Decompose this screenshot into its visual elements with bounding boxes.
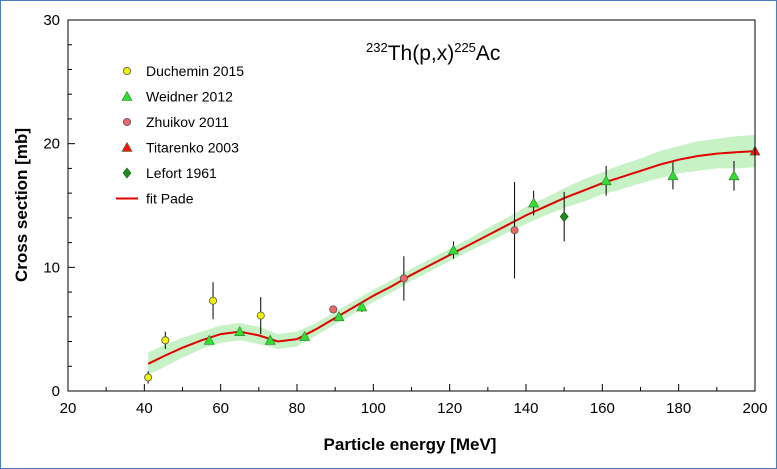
zhuikov-2011-point xyxy=(329,305,338,314)
x-tick-label: 40 xyxy=(136,400,153,417)
legend-marker-zhuikov-2011 xyxy=(123,118,132,127)
legend-marker-lefort-1961 xyxy=(122,167,132,179)
x-axis-label: Particle energy [MeV] xyxy=(324,435,497,454)
x-tick-label: 80 xyxy=(289,400,306,417)
title-target-mass: 232 xyxy=(366,40,388,55)
axis-ticks-layer: 20 40 60 80 100 120 140 160 180 200 0 10 20 30 xyxy=(43,12,767,417)
duchemin-2015-point xyxy=(144,373,153,382)
weidner-2012-point xyxy=(299,330,311,341)
duchemin-2015-point xyxy=(161,336,170,345)
duchemin-2015-point xyxy=(209,296,218,305)
legend-marker-titarenko-2003 xyxy=(121,141,133,152)
legend-label-lefort-1961: Lefort 1961 xyxy=(146,165,217,181)
x-tick-label: 120 xyxy=(437,400,462,417)
legend-marker-duchemin-2015 xyxy=(123,67,132,76)
weidner-2012-point xyxy=(333,311,345,322)
weidner-2012-point xyxy=(600,175,612,186)
fit-curve-layer xyxy=(147,150,756,365)
legend-marker-weidner-2012 xyxy=(121,90,133,101)
legend-label-titarenko-2003: Titarenko 2003 xyxy=(146,140,239,156)
weidner-2012-point xyxy=(264,334,276,345)
legend-label-fit-pade: fit Pade xyxy=(146,191,194,207)
title-product: Ac xyxy=(476,42,501,65)
y-tick-label: 20 xyxy=(43,136,60,153)
weidner-2012-point xyxy=(447,244,459,255)
y-axis-label: Cross section [mb] xyxy=(12,128,31,282)
weidner-2012-point xyxy=(234,326,246,336)
x-tick-label: 60 xyxy=(212,400,229,417)
x-tick-label: 20 xyxy=(60,400,77,417)
chart-title: 232Th(p,x)225Ac xyxy=(366,40,500,65)
legend-label-duchemin-2015: Duchemin 2015 xyxy=(146,63,244,79)
weidner-2012-point xyxy=(728,170,740,181)
y-tick-label: 10 xyxy=(43,259,60,276)
data-points-layer xyxy=(144,141,761,384)
weidner-2012-point xyxy=(356,301,368,312)
x-tick-label: 160 xyxy=(590,400,615,417)
legend-label-zhuikov-2011: Zhuikov 2011 xyxy=(146,114,229,130)
duchemin-2015-point xyxy=(256,311,265,320)
y-tick-label: 30 xyxy=(43,12,60,29)
lefort-1961-point xyxy=(559,211,569,223)
weidner-2012-point xyxy=(528,197,540,208)
legend: Duchemin 2015 Weidner 2012 Zhuikov 2011 Tit… xyxy=(116,63,244,207)
zhuikov-2011-point xyxy=(399,274,408,283)
fit-pade-curve xyxy=(147,150,756,365)
x-tick-label: 180 xyxy=(666,400,691,417)
legend-label-weidner-2012: Weidner 2012 xyxy=(146,89,233,105)
x-tick-label: 100 xyxy=(361,400,386,417)
title-reaction: Th(p,x) xyxy=(388,42,455,65)
weidner-2012-point xyxy=(667,170,679,181)
x-tick-label: 200 xyxy=(742,400,767,417)
x-tick-label: 140 xyxy=(513,400,538,417)
weidner-2012-point xyxy=(203,334,215,345)
y-tick-label: 0 xyxy=(52,383,60,400)
title-product-mass: 225 xyxy=(454,40,476,55)
zhuikov-2011-point xyxy=(510,226,519,235)
